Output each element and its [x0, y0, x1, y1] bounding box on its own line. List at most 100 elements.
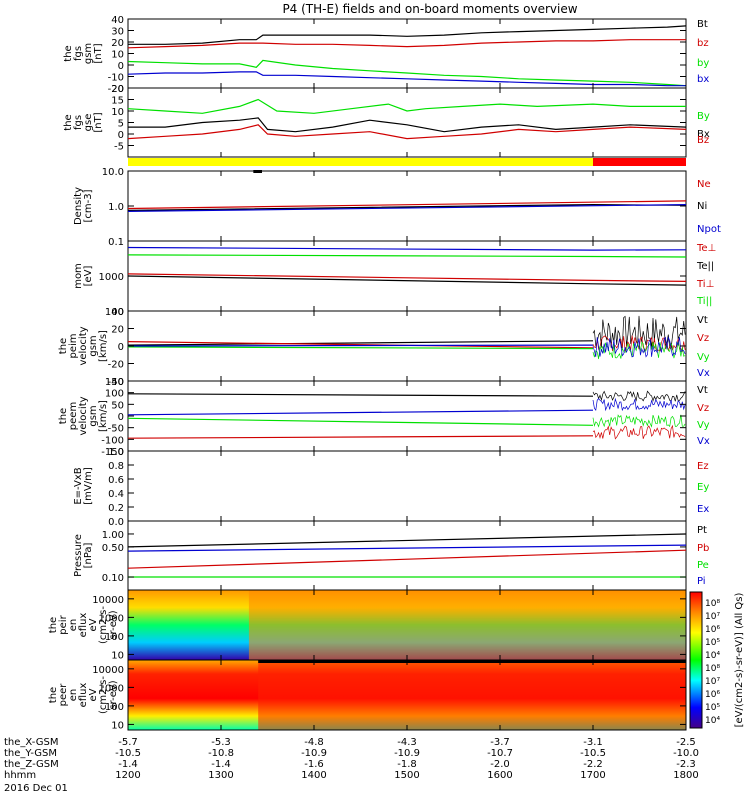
y-axis-label-line: [km/s] — [98, 400, 109, 432]
noise-trace — [592, 336, 686, 358]
legend-Pi: Pi — [697, 576, 706, 587]
y-axis-label: thepeirenefluxeV(cm2-s-sr-eV) — [48, 606, 119, 644]
panel-efield: 0.0 0.2 0.4 0.6 0.8 1.0 E=-VxB[mV/m] Ez Ey Ex — [73, 447, 709, 528]
y-tick-label: 5 — [118, 119, 124, 130]
y-tick-label: -10 — [108, 73, 124, 84]
y-axis-label-line: en — [68, 619, 79, 632]
y-tick-label: 0.8 — [108, 461, 124, 472]
y-axis-label-line: [nT] — [93, 43, 104, 63]
legend-Vz: Vz — [697, 403, 709, 414]
colorbar-tick-label: 10⁶ — [705, 625, 720, 635]
ephem-value: -10.9 — [394, 748, 420, 759]
y-axis-label-line: eflux — [78, 613, 89, 638]
series-line-Vt — [127, 340, 594, 346]
y-tick-label: 0.10 — [102, 573, 124, 584]
y-axis-label-line: gse — [83, 114, 94, 132]
y-axis-label-line: (cm2-s- — [98, 606, 109, 644]
ephem-value: -2.2 — [583, 759, 603, 770]
y-tick-label: 40 — [111, 15, 124, 26]
y-axis-label-line: the — [48, 617, 59, 633]
y-tick-label: 1.00 — [102, 530, 124, 541]
ephem-value: -10.5 — [115, 748, 141, 759]
legend-Vt: Vt — [697, 385, 708, 396]
y-axis-label-line: [eV] — [83, 266, 94, 287]
colorbar-tick-label: 10⁷ — [705, 612, 720, 622]
ephem-value: 1200 — [115, 770, 140, 781]
y-axis-label-line: sr-eV) — [108, 680, 119, 709]
series-line-by — [127, 59, 687, 87]
legend-By: By — [697, 111, 710, 122]
colorbar-tick-label: 10⁴ — [705, 651, 720, 661]
ephem-value: -1.6 — [304, 759, 324, 770]
legend-Bx: Bx — [697, 129, 710, 140]
spectrogram-gap-line — [258, 660, 686, 663]
legend-Ex: Ex — [697, 504, 709, 515]
status-bar-segment-0 — [128, 158, 593, 166]
plot-title: P4 (TH-E) fields and on-board moments ov… — [282, 2, 577, 16]
colorbar-title: [eV/(cm2-s)-sr-eV)] (All Qs) — [734, 592, 745, 727]
colorbar-tick-label: 10⁶ — [705, 690, 720, 700]
colorbar-tick-label: 10⁷ — [705, 677, 720, 687]
y-tick-label: 100 — [105, 632, 124, 643]
y-axis-label-line: gsm — [88, 335, 99, 356]
y-tick-label: -20 — [108, 84, 124, 95]
panel-peim_vel: -40-2002040thepeimvelocitygsm[km/s]VtVzV… — [58, 307, 710, 388]
y-axis-label: thepeerenefluxeV(cm2-s-sr-eV) — [48, 676, 119, 714]
legend-Vt: Vt — [697, 315, 708, 326]
noise-trace — [592, 335, 686, 353]
panel-density: 0.1 1.0 10.0 Density[cm-3] Ne Ni Npot — [73, 167, 721, 248]
y-axis-label: Pressure[nPa] — [73, 534, 94, 577]
panel-peir_spec: 10100100010000thepeirenefluxeV(cm2-s-sr-… — [48, 589, 687, 661]
series-line-Vx — [127, 344, 594, 347]
y-tick-label: 10 — [111, 720, 124, 731]
colorbar-tick-label: 10⁸ — [705, 599, 720, 609]
y-axis-label-line: sr-eV) — [108, 610, 119, 639]
y-axis-label-line: [nPa] — [83, 542, 94, 568]
ephem-label: the_Y-GSM — [4, 748, 57, 759]
legend-Npot: Npot — [697, 224, 721, 235]
y-tick-label: 20 — [111, 84, 124, 95]
y-tick-label: 0.0 — [108, 517, 124, 528]
y-tick-label: 0.4 — [108, 489, 124, 500]
y-axis-label-line: velocity — [78, 326, 89, 365]
y-tick-label: 0.6 — [108, 475, 124, 486]
series-line-Ti|| — [127, 254, 687, 258]
y-axis-label-line: [nT] — [93, 112, 104, 132]
legend-Vz: Vz — [697, 333, 709, 344]
legend-Pe: Pe — [697, 560, 709, 571]
ephem-label: the_X-GSM — [4, 737, 58, 748]
legend-Ez: Ez — [697, 461, 709, 472]
series-line-Pt — [127, 533, 687, 548]
legend-Bt: Bt — [697, 19, 708, 30]
colorbar: 10⁸ 10⁷ 10⁶ 10⁵ 10⁴ 10⁸ 10⁷ 10⁶ 10⁵ 10⁴ [eV/(cm2-s… — [689, 591, 745, 729]
ephem-value: -2.5 — [676, 737, 696, 748]
ephem-value: -2.3 — [676, 759, 696, 770]
series-line-Bx — [128, 117, 687, 133]
y-axis-label-line: [km/s] — [98, 330, 109, 362]
panel-frame — [127, 380, 687, 452]
ephem-value: 1500 — [394, 770, 419, 781]
y-axis-label-line: eV — [88, 618, 99, 631]
y-tick-label: 1.0 — [108, 202, 124, 213]
y-axis-label-line: en — [68, 689, 79, 702]
ephem-value: -3.1 — [583, 737, 603, 748]
series-line-Ti⊥ — [127, 246, 687, 251]
y-tick-label: 0 — [118, 130, 124, 141]
ephem-value: -2.0 — [490, 759, 510, 770]
series-line-Bt — [128, 25, 687, 45]
noise-trace — [592, 414, 686, 428]
legend-Vy: Vy — [697, 420, 710, 431]
y-axis-label-line: Density — [73, 187, 84, 225]
y-tick-label: 10 — [111, 650, 124, 661]
y-axis-label-line: E=-VxB — [73, 467, 84, 504]
series-line-Pi — [127, 544, 687, 552]
legend-Vx: Vx — [697, 436, 710, 447]
colorbar-tick-label: 10⁵ — [705, 703, 720, 713]
colorbar-tick-label: 10⁸ — [705, 664, 720, 674]
legend-Vy: Vy — [697, 352, 710, 363]
y-axis-label-line: peer — [58, 683, 69, 707]
y-axis-label-line: Pressure — [73, 534, 84, 577]
ephem-value: -1.4 — [211, 759, 231, 770]
ephem-value: -10.9 — [301, 748, 327, 759]
ephem-value: -5.3 — [211, 737, 231, 748]
